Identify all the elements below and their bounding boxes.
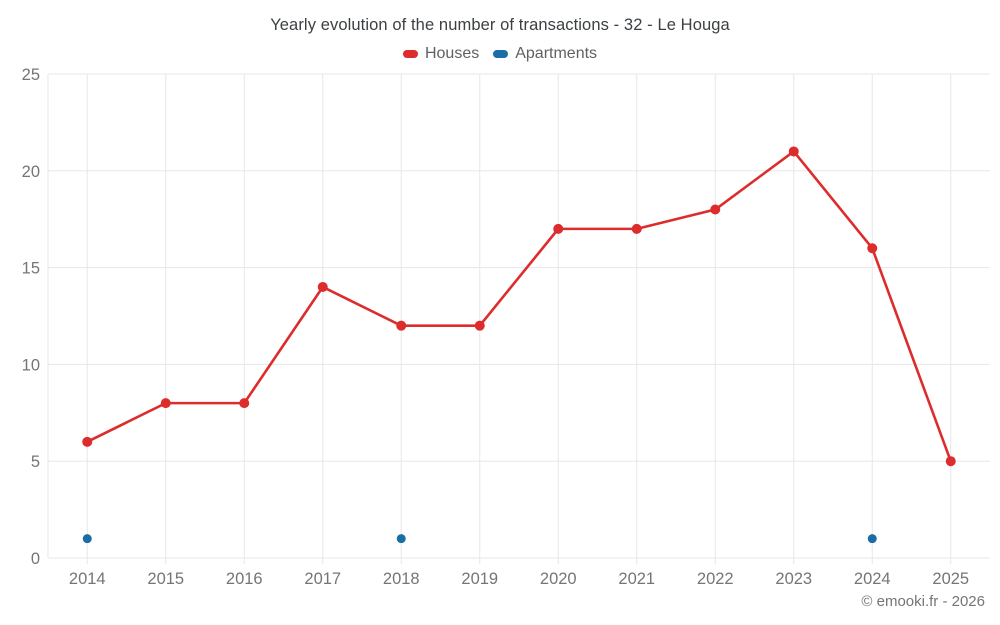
svg-text:2022: 2022 bbox=[697, 570, 734, 588]
copyright-credit: © emooki.fr - 2026 bbox=[861, 593, 985, 610]
svg-text:10: 10 bbox=[22, 356, 40, 374]
apartments-legend-swatch-icon bbox=[493, 50, 509, 58]
svg-text:0: 0 bbox=[31, 550, 40, 568]
svg-text:2019: 2019 bbox=[461, 570, 498, 588]
svg-text:5: 5 bbox=[31, 453, 40, 471]
svg-text:15: 15 bbox=[22, 260, 40, 278]
svg-text:2025: 2025 bbox=[932, 570, 969, 588]
houses-legend-swatch-icon bbox=[402, 50, 418, 58]
svg-text:2024: 2024 bbox=[854, 570, 891, 588]
legend: Houses Apartments bbox=[0, 45, 1000, 63]
svg-text:2020: 2020 bbox=[540, 570, 577, 588]
chart-title: Yearly evolution of the number of transa… bbox=[270, 16, 730, 34]
svg-text:2018: 2018 bbox=[383, 570, 420, 588]
legend-item-houses[interactable]: Houses bbox=[402, 45, 480, 63]
svg-text:2017: 2017 bbox=[304, 570, 341, 588]
svg-text:2023: 2023 bbox=[775, 570, 812, 588]
svg-text:2016: 2016 bbox=[226, 570, 263, 588]
svg-text:2021: 2021 bbox=[618, 570, 655, 588]
legend-item-apartments[interactable]: Apartments bbox=[493, 45, 597, 63]
houses-legend-label: Houses bbox=[424, 45, 480, 62]
svg-text:2015: 2015 bbox=[147, 570, 184, 588]
svg-text:20: 20 bbox=[22, 163, 40, 181]
svg-text:25: 25 bbox=[22, 66, 40, 84]
apartments-legend-label: Apartments bbox=[515, 45, 598, 62]
svg-text:2014: 2014 bbox=[69, 570, 106, 588]
